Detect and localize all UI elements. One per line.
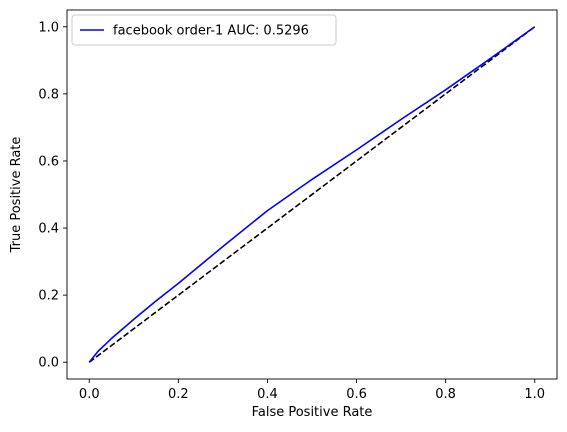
- diagonal-reference-line: [88, 26, 536, 363]
- x-tick-label: 0.0: [79, 387, 100, 402]
- y-tick-label: 0.0: [38, 356, 59, 371]
- legend-label: facebook order-1 AUC: 0.5296: [113, 24, 309, 39]
- x-tick-label: 0.6: [346, 387, 367, 402]
- x-tick-label: 0.2: [168, 387, 189, 402]
- legend-box: [71, 14, 337, 46]
- x-axis-label: False Positive Rate: [252, 405, 373, 420]
- plot-frame: [66, 9, 558, 380]
- x-axis: 0.0 0.2 0.4 0.6 0.8 1.0: [79, 379, 545, 402]
- roc-curve-line: [88, 26, 536, 363]
- y-axis-label: True Positive Rate: [9, 137, 24, 254]
- y-tick-label: 0.2: [38, 289, 59, 304]
- y-tick-label: 0.4: [38, 222, 59, 237]
- legend: facebook order-1 AUC: 0.5296: [71, 14, 337, 46]
- y-tick-label: 0.6: [38, 154, 59, 169]
- y-tick-label: 1.0: [38, 20, 59, 35]
- x-tick-label: 0.8: [435, 387, 456, 402]
- y-tick-label: 0.8: [38, 87, 59, 102]
- x-tick-label: 1.0: [524, 387, 545, 402]
- x-tick-label: 0.4: [257, 387, 278, 402]
- y-axis: 0.0 0.2 0.4 0.6 0.8 1.0: [38, 20, 67, 371]
- plot-lines: [88, 26, 536, 363]
